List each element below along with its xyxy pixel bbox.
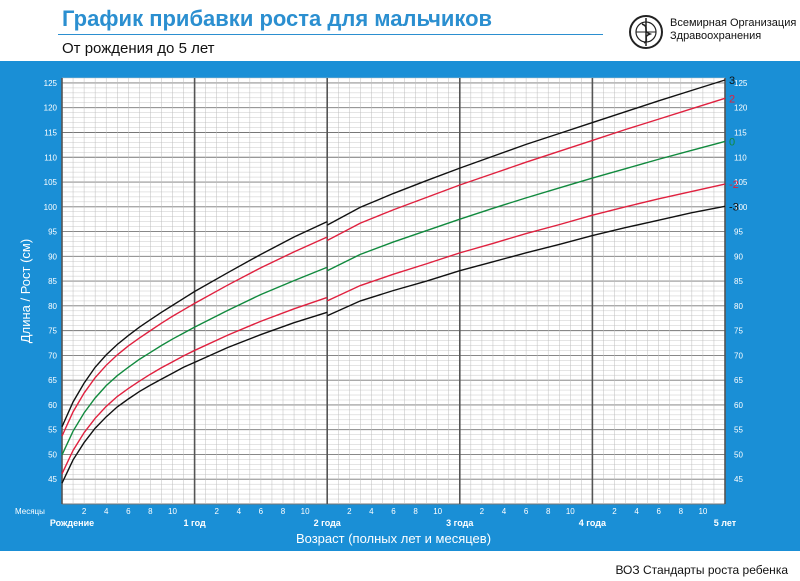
y-tick-label-left: 75 bbox=[48, 327, 57, 336]
x-year-label: Рождение bbox=[50, 518, 94, 528]
page-subtitle: От рождения до 5 лет bbox=[62, 40, 215, 57]
y-tick-label-left: 85 bbox=[48, 277, 57, 286]
y-tick-label-right: 75 bbox=[734, 327, 743, 336]
x-year-label: 4 года bbox=[579, 518, 607, 528]
series-line-3-length bbox=[61, 221, 328, 428]
x-unit-label: Месяцы bbox=[15, 507, 45, 516]
y-tick-label-right: 60 bbox=[734, 401, 743, 410]
x-month-tick-label: 4 bbox=[369, 507, 374, 516]
series-line-3-height bbox=[326, 79, 726, 226]
x-axis-title: Возраст (полных лет и месяцев) bbox=[296, 531, 491, 546]
y-tick-label-left: 115 bbox=[44, 128, 57, 137]
series-label--2: -2 bbox=[729, 179, 739, 191]
series-label--3: -3 bbox=[729, 201, 739, 213]
y-tick-label-left: 125 bbox=[44, 79, 58, 88]
x-month-tick-label: 10 bbox=[433, 507, 442, 516]
x-month-tick-label: 2 bbox=[612, 507, 617, 516]
series-label-2: 2 bbox=[729, 93, 735, 105]
series-label-0: 0 bbox=[729, 136, 735, 148]
who-emblem-icon bbox=[629, 15, 663, 49]
series-line--2-height bbox=[326, 183, 726, 302]
y-tick-label-left: 50 bbox=[48, 450, 57, 459]
y-tick-label-left: 80 bbox=[48, 302, 57, 311]
x-year-label: 2 года bbox=[314, 518, 342, 528]
series-line--3-length bbox=[61, 311, 328, 484]
x-month-tick-label: 6 bbox=[259, 507, 264, 516]
y-tick-label-right: 85 bbox=[734, 277, 743, 286]
x-month-tick-label: 2 bbox=[347, 507, 352, 516]
footer-caption: ВОЗ Стандарты роста ребенка bbox=[615, 563, 788, 577]
y-tick-label-left: 45 bbox=[48, 475, 57, 484]
x-month-tick-label: 4 bbox=[104, 507, 109, 516]
page-title: График прибавки роста для мальчиков bbox=[62, 6, 493, 31]
x-month-tick-label: 6 bbox=[524, 507, 529, 516]
series-label-3: 3 bbox=[729, 75, 735, 87]
y-tick-label-right: 115 bbox=[734, 128, 747, 137]
series-line-2-length bbox=[61, 236, 328, 437]
x-month-tick-label: 2 bbox=[214, 507, 219, 516]
title-underline bbox=[58, 34, 603, 35]
x-month-tick-label: 8 bbox=[413, 507, 418, 516]
x-month-tick-label: 2 bbox=[82, 507, 87, 516]
y-tick-label-right: 55 bbox=[734, 426, 743, 435]
y-tick-label-left: 55 bbox=[48, 426, 57, 435]
x-year-label: 5 лет bbox=[714, 518, 737, 528]
y-tick-label-left: 105 bbox=[44, 178, 58, 187]
y-tick-label-right: 125 bbox=[734, 79, 748, 88]
x-month-tick-label: 4 bbox=[237, 507, 242, 516]
x-month-tick-label: 10 bbox=[698, 507, 707, 516]
x-month-tick-label: 10 bbox=[566, 507, 575, 516]
y-tick-label-right: 70 bbox=[734, 351, 743, 360]
y-tick-label-right: 120 bbox=[734, 104, 748, 113]
x-year-label: 3 года bbox=[446, 518, 474, 528]
y-tick-label-left: 60 bbox=[48, 401, 57, 410]
x-month-tick-label: 8 bbox=[148, 507, 153, 516]
x-month-tick-label: 6 bbox=[656, 507, 661, 516]
y-tick-label-right: 65 bbox=[734, 376, 743, 385]
y-tick-label-left: 120 bbox=[44, 104, 58, 113]
series-line-0-length bbox=[61, 266, 328, 456]
y-tick-label-right: 100 bbox=[734, 203, 748, 212]
y-tick-label-left: 100 bbox=[44, 203, 58, 212]
x-month-tick-label: 10 bbox=[168, 507, 177, 516]
org-line-2: Здравоохранения bbox=[670, 30, 762, 42]
series-line--3-height bbox=[326, 205, 726, 317]
y-tick-label-left: 95 bbox=[48, 228, 57, 237]
y-tick-label-right: 80 bbox=[734, 302, 743, 311]
y-tick-label-right: 50 bbox=[734, 450, 743, 459]
series-line--2-length bbox=[61, 296, 328, 475]
y-tick-label-left: 65 bbox=[48, 376, 57, 385]
y-tick-label-left: 70 bbox=[48, 351, 57, 360]
y-tick-label-right: 95 bbox=[734, 228, 743, 237]
y-tick-label-right: 90 bbox=[734, 252, 743, 261]
x-month-tick-label: 4 bbox=[502, 507, 507, 516]
y-tick-label-right: 45 bbox=[734, 475, 743, 484]
x-month-tick-label: 4 bbox=[634, 507, 639, 516]
series-line-0-height bbox=[326, 140, 726, 272]
y-tick-label-left: 90 bbox=[48, 252, 57, 261]
x-month-tick-label: 8 bbox=[281, 507, 286, 516]
y-tick-label-right: 105 bbox=[734, 178, 748, 187]
x-month-tick-label: 2 bbox=[480, 507, 485, 516]
x-month-tick-label: 6 bbox=[391, 507, 396, 516]
x-year-label: 1 год bbox=[183, 518, 206, 528]
x-month-tick-label: 8 bbox=[679, 507, 684, 516]
y-axis-title: Длина / Рост (см) bbox=[18, 239, 33, 343]
y-tick-label-right: 110 bbox=[734, 153, 747, 162]
org-line-1: Всемирная Организация bbox=[670, 17, 797, 29]
series-line-2-height bbox=[326, 97, 726, 242]
x-month-tick-label: 10 bbox=[301, 507, 310, 516]
x-month-tick-label: 8 bbox=[546, 507, 551, 516]
who-org-name: Всемирная Организация Здравоохранения bbox=[670, 17, 796, 43]
x-month-tick-label: 6 bbox=[126, 507, 131, 516]
y-tick-label-left: 110 bbox=[44, 153, 57, 162]
